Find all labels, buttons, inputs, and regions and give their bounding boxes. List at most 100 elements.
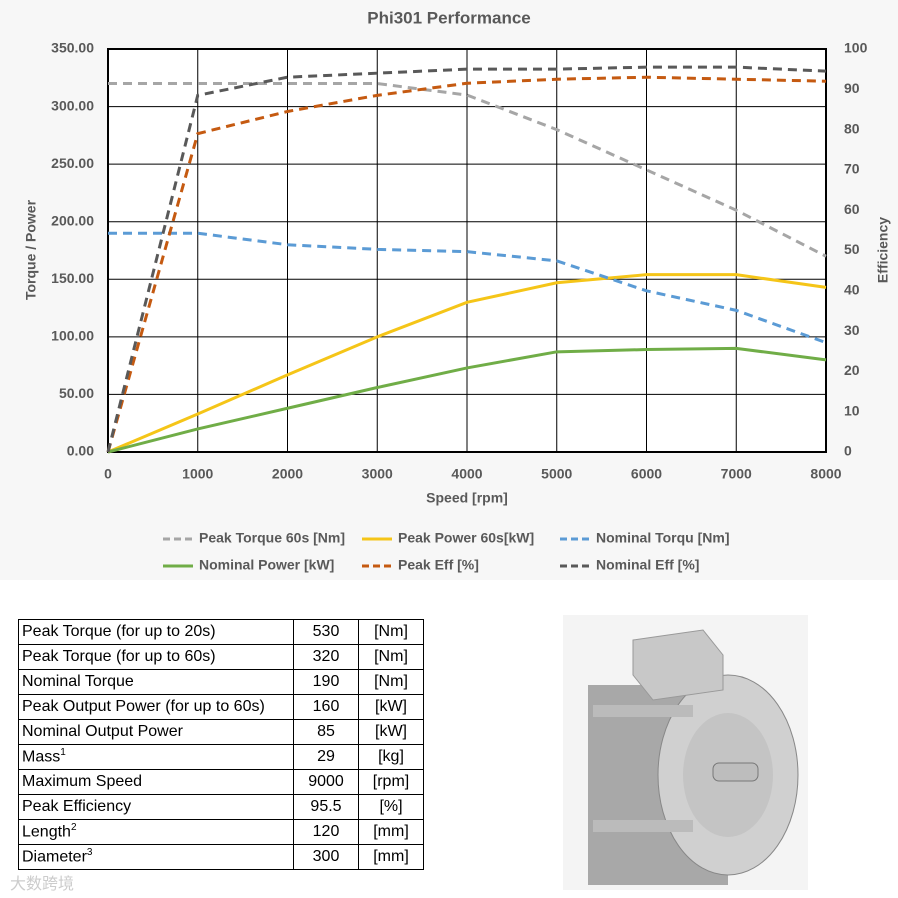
y2-tick-label: 0 [844, 443, 852, 459]
x-tick-label: 3000 [362, 466, 393, 482]
y2-axis-label: Efficiency [875, 217, 891, 283]
x-tick-label: 8000 [810, 466, 841, 482]
label-text: Peak Torque (for up to 60s) [22, 648, 216, 665]
motor-image [563, 615, 808, 890]
y2-tick-label: 100 [844, 40, 868, 56]
label-text: Nominal Torque [22, 673, 134, 690]
row-label: Maximum Speed [18, 769, 294, 795]
plot-border [107, 48, 827, 453]
label-text: Mass [22, 748, 61, 766]
legend-label: Nominal Eff [%] [596, 557, 699, 573]
row-unit: [kW] [358, 694, 424, 720]
y2-tick-label: 50 [844, 241, 860, 257]
y-tick-label: 150.00 [51, 270, 94, 286]
row-label: Nominal Output Power [18, 719, 294, 745]
y2-tick-label: 90 [844, 80, 860, 96]
table-row: Diameter3 300 [mm] [18, 844, 424, 870]
table-row: Peak Efficiency 95.5 [%] [18, 794, 424, 820]
x-tick-label: 0 [104, 466, 112, 482]
y-axis-label: Torque / Power [23, 199, 39, 300]
row-value: 120 [293, 819, 359, 845]
y-tick-label: 250.00 [51, 155, 94, 171]
row-label: Peak Torque (for up to 20s) [18, 619, 294, 645]
y-tick-label: 200.00 [51, 212, 94, 228]
table-row: Peak Torque (for up to 60s) 320 [Nm] [18, 644, 424, 670]
x-tick-label: 5000 [541, 466, 572, 482]
y2-tick-label: 20 [844, 362, 860, 378]
x-tick-label: 2000 [272, 466, 303, 482]
row-value: 530 [293, 619, 359, 645]
row-unit: [kg] [358, 744, 424, 770]
legend-label: Peak Eff [%] [398, 557, 479, 573]
series-line [107, 273, 827, 454]
row-label: Diameter3 [18, 844, 294, 870]
y-tick-label: 0.00 [67, 443, 94, 459]
series-line [108, 82, 827, 258]
table-row: Mass1 29 [kg] [18, 744, 424, 770]
legend-label: Nominal Torqu [Nm] [596, 530, 730, 546]
footnote-mark: 3 [86, 847, 93, 859]
label-text: Maximum Speed [22, 773, 143, 790]
label-text: Peak Torque (for up to 20s) [22, 623, 216, 640]
row-unit: [mm] [358, 844, 424, 870]
row-unit: [kW] [358, 719, 424, 745]
row-unit: [mm] [358, 819, 424, 845]
x-tick-label: 4000 [451, 466, 482, 482]
y2-tick-label: 60 [844, 201, 860, 217]
series-line [107, 346, 827, 454]
table-row: Nominal Output Power 85 [kW] [18, 719, 424, 745]
label-text: Peak Efficiency [22, 798, 132, 815]
y2-tick-label: 80 [844, 120, 860, 136]
row-value: 320 [293, 644, 359, 670]
row-value: 9000 [293, 769, 359, 795]
y2-tick-label: 70 [844, 161, 860, 177]
table-row: Maximum Speed 9000 [rpm] [18, 769, 424, 795]
x-tick-label: 1000 [182, 466, 213, 482]
series-line [106, 65, 827, 453]
row-label: Peak Efficiency [18, 794, 294, 820]
y-tick-label: 300.00 [51, 97, 94, 113]
series-line [106, 75, 827, 453]
row-unit: [Nm] [358, 619, 424, 645]
label-text: Length [22, 823, 71, 841]
row-value: 29 [293, 744, 359, 770]
y-tick-label: 50.00 [59, 385, 94, 401]
series-line [108, 231, 827, 345]
table-row: Peak Output Power (for up to 60s) 160 [kW] [18, 694, 424, 720]
label-text: Diameter [22, 848, 87, 866]
row-unit: [Nm] [358, 644, 424, 670]
legend-label: Nominal Power [kW] [199, 557, 334, 573]
legend-label: Peak Power 60s[kW] [398, 530, 534, 546]
y2-tick-label: 30 [844, 322, 860, 338]
chart-title: Phi301 Performance [367, 8, 530, 27]
row-unit: [%] [358, 794, 424, 820]
row-value: 160 [293, 694, 359, 720]
table-row: Length2 120 [mm] [18, 819, 424, 845]
footnote-mark: 2 [70, 822, 77, 834]
x-tick-label: 6000 [631, 466, 662, 482]
legend-label: Peak Torque 60s [Nm] [199, 530, 345, 546]
footnote-mark: 1 [60, 747, 66, 759]
row-label: Peak Output Power (for up to 60s) [18, 694, 294, 720]
y-tick-label: 100.00 [51, 328, 94, 344]
row-value: 190 [293, 669, 359, 695]
row-label: Peak Torque (for up to 60s) [18, 644, 294, 670]
x-tick-label: 7000 [721, 466, 752, 482]
table-row: Peak Torque (for up to 20s) 530 [Nm] [18, 619, 424, 645]
row-label: Length2 [18, 819, 294, 845]
y2-tick-label: 40 [844, 282, 860, 298]
row-label: Nominal Torque [18, 669, 294, 695]
spec-table: Peak Torque (for up to 20s) 530 [Nm] Peak T… [18, 619, 424, 870]
label-text: Nominal Output Power [22, 723, 183, 740]
row-label: Mass1 [18, 744, 294, 770]
row-value: 95.5 [293, 794, 359, 820]
row-value: 300 [293, 844, 359, 870]
y-tick-label: 350.00 [51, 40, 94, 56]
y2-tick-label: 10 [844, 402, 860, 418]
label-text: Peak Output Power (for up to 60s) [22, 698, 265, 715]
row-unit: [rpm] [358, 769, 424, 795]
chart: Phi301 Performance Speed [rpm] Torque / … [22, 8, 891, 573]
row-value: 85 [293, 719, 359, 745]
watermark: 大数跨境 [10, 876, 75, 893]
